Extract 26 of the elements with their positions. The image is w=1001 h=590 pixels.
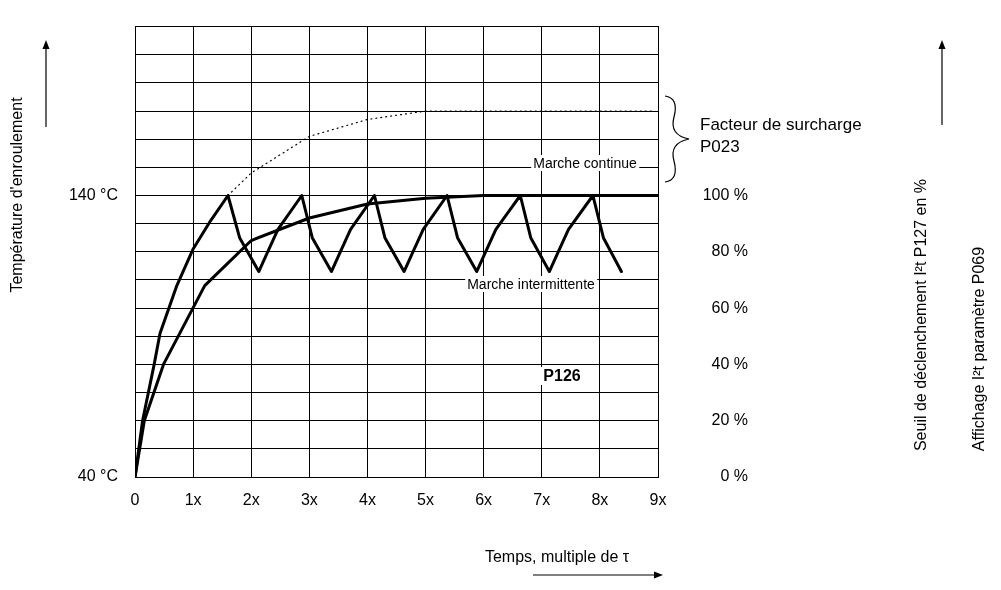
y-axis-title: Température d'enroulement — [8, 97, 26, 293]
y2-tick-label: 0 % — [720, 467, 748, 485]
annotation: P126 — [539, 367, 585, 385]
x-tick-label: 5x — [417, 491, 435, 509]
annotation: Marche intermittente — [465, 276, 597, 292]
y2-tick-label: 80 % — [711, 242, 748, 260]
x-tick-label: 3x — [300, 491, 318, 509]
text: Seuil de déclenchement I²t P127 en % — [912, 178, 930, 452]
y-tick-label: 40 °C — [77, 467, 118, 485]
y2-tick-label: 100 % — [702, 185, 748, 203]
x-tick-label: 1x — [184, 491, 202, 509]
x-tick-label: 4x — [358, 491, 376, 509]
x-tick-label: 9x — [649, 491, 667, 509]
x-axis-title: Temps, multiple de τ — [484, 548, 630, 566]
annotation: Marche continue — [531, 155, 639, 171]
x-tick-label: 6x — [475, 491, 493, 509]
y2-tick-label: 20 % — [711, 411, 748, 429]
x-tick-label: 2x — [242, 491, 260, 509]
y2-tick-label: 40 % — [711, 354, 748, 372]
text: Affichage I²t paramètre P069 — [970, 246, 988, 452]
x-tick-label: 8x — [591, 491, 609, 509]
x-tick-label: 0 — [130, 491, 140, 509]
y2-tick-label: 60 % — [711, 298, 748, 316]
x-tick-label: 7x — [533, 491, 551, 509]
y-tick-label: 140 °C — [68, 185, 118, 203]
text: Facteur de surcharge P023 — [700, 114, 863, 158]
